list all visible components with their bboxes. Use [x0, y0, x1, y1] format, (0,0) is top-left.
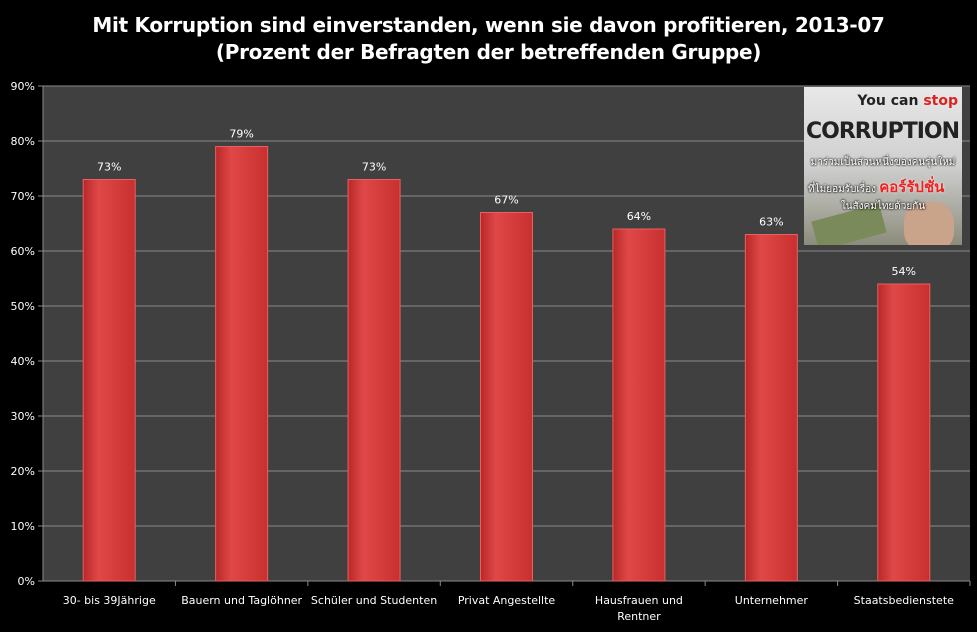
y-tick-label: 30% [11, 410, 35, 423]
bar [480, 212, 533, 582]
data-label: 79% [229, 128, 253, 141]
ad-thai-2b: คอร์รัปชั่น [879, 178, 945, 196]
subtitle-line: (Prozent der Befragten der betreffenden … [215, 40, 762, 64]
x-tick-label: Bauern und Taglöhner [181, 594, 302, 607]
y-tick-label: 80% [11, 135, 35, 148]
bar [612, 228, 666, 582]
y-tick-label: 50% [11, 300, 35, 313]
corruption-ad-image: You can stop CORRUPTION มาร่วมเป็นส่วนหน… [804, 87, 962, 245]
bar [347, 179, 401, 582]
title-line: Mit Korruption sind einverstanden, wenn … [92, 13, 885, 37]
y-tick-label: 10% [11, 520, 35, 533]
y-tick-label: 40% [11, 355, 35, 368]
ad-text: You can [857, 93, 924, 109]
x-tick-label: 30- bis 39Jährige [63, 594, 156, 607]
data-label: 73% [97, 161, 121, 174]
chart-title: Mit Korruption sind einverstanden, wenn … [0, 12, 977, 66]
y-tick-label: 20% [11, 465, 35, 478]
bar [215, 146, 269, 582]
y-tick-label: 60% [11, 245, 35, 258]
x-tick-label: Schüler und Studenten [311, 594, 437, 607]
x-tick-label: Hausfrauen und [595, 594, 683, 607]
y-tick-label: 90% [11, 80, 35, 93]
x-tick-label: Rentner [617, 610, 661, 623]
x-tick-label: Unternehmer [735, 594, 809, 607]
x-tick-label: Privat Angestellte [458, 594, 556, 607]
data-label: 67% [494, 194, 518, 207]
data-label: 73% [362, 161, 386, 174]
ad-line-2: CORRUPTION [806, 119, 960, 144]
ad-thai-1: มาร่วมเป็นส่วนหนึ่งของคนรุ่นใหม่ [810, 157, 956, 168]
ad-thai-2a: ที่ไม่ยอมรับเรื่อง [808, 184, 877, 195]
data-label: 54% [892, 265, 916, 278]
ad-thai-3: ในสังคมไทยด้วยกัน [840, 201, 926, 212]
ad-text-stop: stop [923, 93, 958, 109]
data-label: 63% [759, 216, 783, 229]
y-tick-label: 70% [11, 190, 35, 203]
data-label: 64% [627, 210, 651, 223]
x-tick-label: Staatsbedienstete [854, 594, 954, 607]
y-tick-label: 0% [18, 575, 35, 588]
bar [82, 179, 136, 582]
bar [877, 283, 931, 582]
ad-line-1: You can stop [857, 93, 958, 109]
bar [744, 234, 798, 582]
hand-picture [904, 202, 954, 245]
